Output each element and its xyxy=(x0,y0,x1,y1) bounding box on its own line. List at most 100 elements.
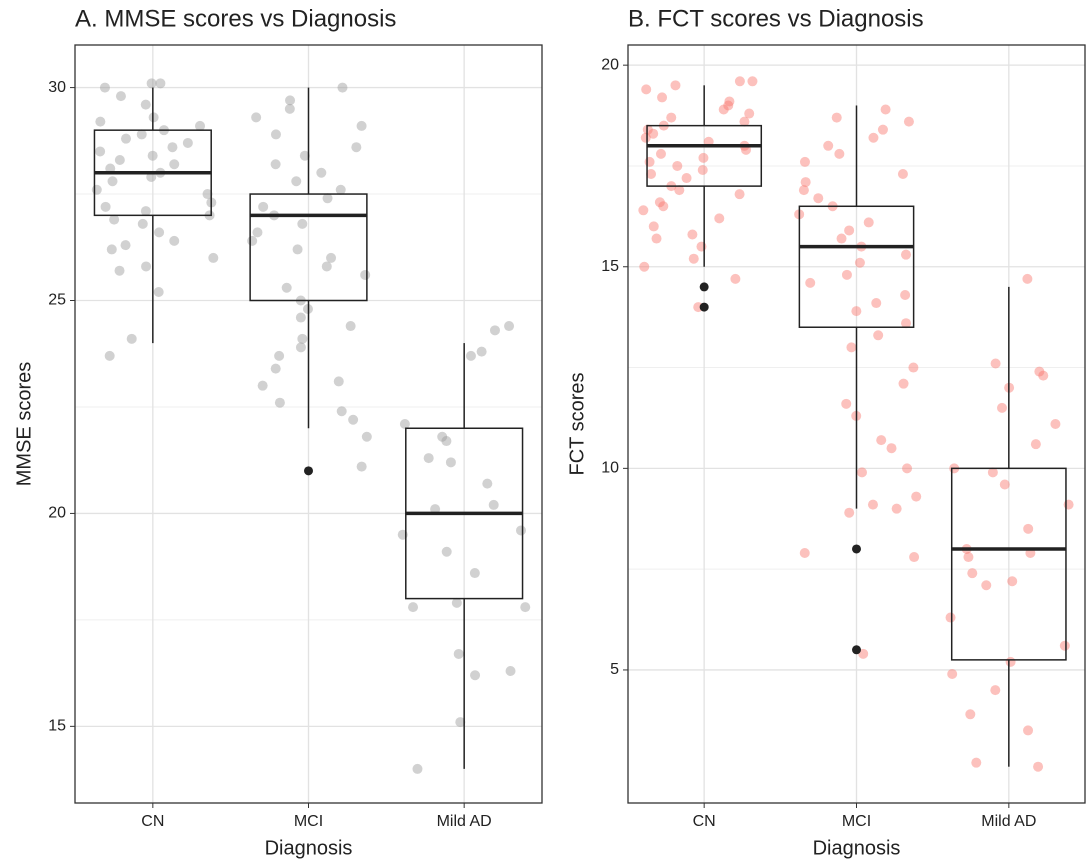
jitter-point xyxy=(284,103,295,114)
jitter-point xyxy=(202,189,213,200)
jitter-point xyxy=(247,235,258,246)
jitter-point xyxy=(873,330,884,341)
jitter-point xyxy=(505,665,516,676)
jitter-point xyxy=(257,380,268,391)
jitter-point xyxy=(140,99,151,110)
jitter-point xyxy=(971,757,982,768)
jitter-point xyxy=(326,252,337,263)
jitter-point xyxy=(109,214,120,225)
jitter-point xyxy=(963,552,974,563)
jitter-point xyxy=(408,602,419,613)
jitter-point xyxy=(648,128,659,139)
jitter-point xyxy=(696,241,707,252)
jitter-point xyxy=(644,156,655,167)
jitter-point xyxy=(903,116,914,127)
jitter-point xyxy=(1005,656,1016,667)
x-tick-label: CN xyxy=(693,813,716,830)
jitter-point xyxy=(105,163,116,174)
jitter-point xyxy=(723,100,734,111)
jitter-point xyxy=(281,282,292,293)
x-axis-title: Diagnosis xyxy=(265,837,353,859)
outlier xyxy=(852,645,861,655)
jitter-point xyxy=(182,137,193,148)
plot-border xyxy=(627,44,1086,804)
jitter-point xyxy=(900,289,911,300)
jitter-point xyxy=(654,197,665,208)
chart-title: A. MMSE scores vs Diagnosis xyxy=(75,5,396,32)
jitter-point xyxy=(297,333,308,344)
jitter-point xyxy=(91,184,102,195)
jitter-point xyxy=(114,265,125,276)
jitter-point xyxy=(666,112,677,123)
jitter-point xyxy=(947,668,958,679)
jitter-point xyxy=(1034,366,1045,377)
jitter-point xyxy=(361,431,372,442)
jitter-point xyxy=(747,76,758,87)
jitter-point xyxy=(322,193,333,204)
box xyxy=(646,124,763,187)
y-tick-label: 15 xyxy=(601,258,619,275)
jitter-point xyxy=(639,261,650,272)
jitter-point xyxy=(476,346,487,357)
jitter-point xyxy=(898,378,909,389)
jitter-point xyxy=(140,206,151,217)
jitter-point xyxy=(360,269,371,280)
jitter-point xyxy=(846,342,857,353)
jitter-point xyxy=(520,602,531,613)
jitter-point xyxy=(251,112,262,123)
jitter-point xyxy=(981,580,992,591)
jitter-point xyxy=(672,160,683,171)
jitter-point xyxy=(698,152,709,163)
x-tick-label: Mild AD xyxy=(437,813,492,830)
jitter-point xyxy=(834,148,845,159)
jitter-point xyxy=(854,257,865,268)
outlier xyxy=(699,302,709,312)
jitter-point xyxy=(805,277,816,288)
jitter-point xyxy=(126,333,137,344)
jitter-point xyxy=(120,133,131,144)
jitter-point xyxy=(437,431,448,442)
jitter-point xyxy=(945,612,956,623)
jitter-point xyxy=(104,350,115,361)
jitter-point xyxy=(868,132,879,143)
jitter-point xyxy=(295,312,306,323)
jitter-point xyxy=(99,82,110,93)
jitter-point xyxy=(640,132,651,143)
jitter-point xyxy=(292,244,303,255)
jitter-point xyxy=(120,240,131,251)
jitter-point xyxy=(146,78,157,89)
jitter-point xyxy=(909,552,920,563)
jitter-point xyxy=(891,503,902,514)
jitter-point xyxy=(1059,640,1070,651)
jitter-point xyxy=(1033,761,1044,772)
jitter-point xyxy=(841,398,852,409)
jitter-point xyxy=(208,252,219,263)
jitter-point xyxy=(799,548,810,559)
jitter-point xyxy=(470,670,481,681)
jitter-point xyxy=(504,321,515,332)
jitter-point xyxy=(718,104,729,115)
jitter-point xyxy=(813,193,824,204)
jitter-point xyxy=(141,261,152,272)
jitter-point xyxy=(95,146,106,157)
jitter-point xyxy=(831,112,842,123)
jitter-point xyxy=(880,104,891,115)
jitter-point xyxy=(724,96,735,107)
outlier xyxy=(699,282,709,292)
jitter-point xyxy=(990,685,1001,696)
x-tick-label: MCI xyxy=(842,813,871,830)
jitter-point xyxy=(258,201,269,212)
jitter-point xyxy=(465,350,476,361)
jitter-point xyxy=(270,159,281,170)
jitter-point xyxy=(153,286,164,297)
jitter-point xyxy=(441,436,452,447)
jitter-point xyxy=(1038,370,1049,381)
x-tick-label: MCI xyxy=(294,813,323,830)
jitter-point xyxy=(146,172,157,183)
jitter-point xyxy=(897,169,908,180)
jitter-point xyxy=(488,499,499,510)
jitter-point xyxy=(714,213,725,224)
y-tick-label: 15 xyxy=(48,718,66,735)
jitter-point xyxy=(1050,419,1061,429)
